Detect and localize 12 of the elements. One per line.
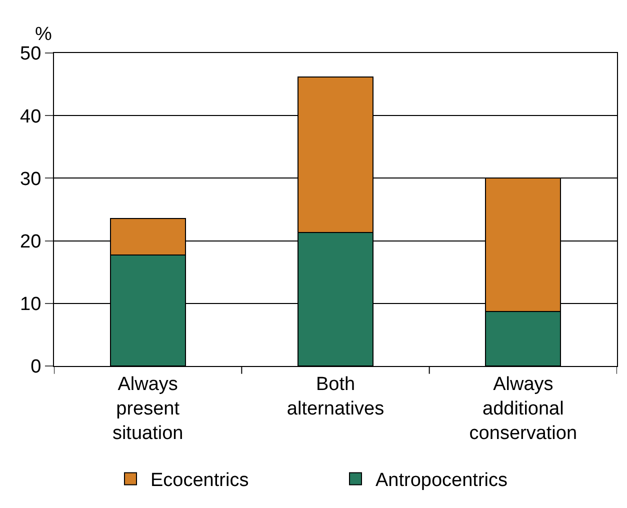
y-tick-label: 40	[20, 106, 42, 128]
y-axis-title: %	[35, 24, 52, 45]
y-tick-label: 50	[20, 44, 42, 65]
y-tick-label: 10	[20, 294, 42, 316]
legend-label: Antropocentrics	[376, 470, 508, 492]
y-tick-label: 20	[20, 231, 42, 252]
x-tick-label: Always present situation	[112, 374, 184, 444]
y-tick-label: 30	[20, 168, 42, 190]
x-tick-label: Both alternatives	[286, 374, 384, 420]
x-tick-label: Always additional conservation	[469, 374, 578, 444]
y-tick-label: 0	[30, 356, 42, 378]
legend-label: Ecocentrics	[150, 470, 249, 492]
